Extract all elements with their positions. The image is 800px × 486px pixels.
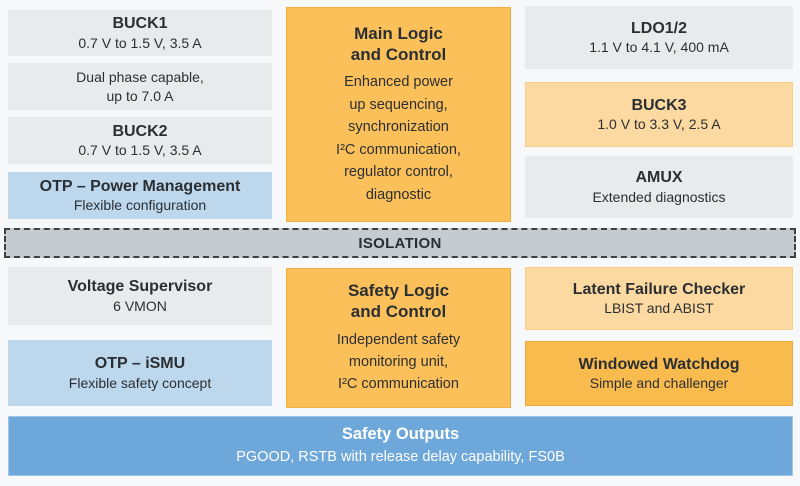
- block-voltage-supervisor: Voltage Supervisor 6 VMON: [8, 267, 272, 325]
- block-buck3-subtitle: 1.0 V to 3.3 V, 2.5 A: [597, 116, 721, 132]
- block-voltage-supervisor-title: Voltage Supervisor: [67, 278, 213, 296]
- block-otp-power-title: OTP – Power Management: [39, 177, 241, 195]
- block-main-logic-body: Enhanced power up sequencing, synchroniz…: [336, 71, 461, 206]
- isolation-bar: ISOLATION: [4, 228, 796, 258]
- block-voltage-supervisor-subtitle: 6 VMON: [113, 297, 167, 314]
- block-safety-logic-body-line2: monitoring unit,: [348, 354, 449, 371]
- block-otp-ismu: OTP – iSMU Flexible safety concept: [8, 340, 272, 406]
- block-windowed-watchdog-subtitle: Simple and challenger: [589, 375, 729, 391]
- block-amux-subtitle: Extended diagnostics: [592, 188, 726, 205]
- block-windowed-watchdog: Windowed Watchdog Simple and challenger: [525, 341, 793, 406]
- block-otp-power-management: OTP – Power Management Flexible configur…: [8, 172, 272, 219]
- block-safety-outputs-title: Safety Outputs: [341, 425, 460, 444]
- block-main-logic-body-line3: synchronization: [348, 119, 449, 136]
- block-otp-ismu-subtitle: Flexible safety concept: [68, 374, 212, 391]
- block-safety-outputs-subtitle: PGOOD, RSTB with release delay capabilit…: [236, 448, 565, 465]
- block-main-logic-body-line5: regulator control,: [344, 164, 453, 181]
- block-amux: AMUX Extended diagnostics: [525, 156, 793, 218]
- block-main-logic-title: Main Logic and Control: [351, 23, 446, 66]
- block-windowed-watchdog-title: Windowed Watchdog: [578, 355, 740, 373]
- block-dual-phase-line2: up to 7.0 A: [106, 87, 174, 104]
- block-dual-phase: Dual phase capable, up to 7.0 A: [8, 63, 272, 110]
- block-buck3: BUCK3 1.0 V to 3.3 V, 2.5 A: [525, 82, 793, 147]
- block-buck2: BUCK2 0.7 V to 1.5 V, 3.5 A: [8, 117, 272, 164]
- block-safety-outputs: Safety Outputs PGOOD, RSTB with release …: [8, 416, 793, 476]
- block-main-logic-and-control: Main Logic and Control Enhanced power up…: [286, 7, 511, 222]
- block-main-logic-body-line2: up sequencing,: [349, 96, 448, 113]
- block-main-logic-body-line1: Enhanced power: [344, 74, 453, 91]
- block-safety-logic-and-control: Safety Logic and Control Independent saf…: [286, 268, 511, 408]
- block-otp-power-subtitle: Flexible configuration: [73, 197, 207, 213]
- block-buck1-title: BUCK1: [112, 15, 168, 33]
- block-buck2-title: BUCK2: [112, 122, 168, 140]
- block-buck2-subtitle: 0.7 V to 1.5 V, 3.5 A: [78, 142, 202, 158]
- block-safety-logic-title-line1: Safety Logic: [347, 281, 450, 301]
- block-safety-logic-body: Independent safety monitoring unit, I²C …: [337, 329, 460, 396]
- block-latent-failure-subtitle: LBIST and ABIST: [604, 300, 714, 316]
- block-dual-phase-line1: Dual phase capable,: [76, 69, 204, 86]
- block-buck1: BUCK1 0.7 V to 1.5 V, 3.5 A: [8, 10, 272, 56]
- block-buck3-title: BUCK3: [631, 96, 687, 114]
- block-ldo1-2: LDO1/2 1.1 V to 4.1 V, 400 mA: [525, 6, 793, 69]
- block-latent-failure-checker: Latent Failure Checker LBIST and ABIST: [525, 267, 793, 330]
- block-amux-title: AMUX: [635, 169, 683, 187]
- block-buck1-subtitle: 0.7 V to 1.5 V, 3.5 A: [78, 34, 202, 51]
- block-main-logic-body-line4: I²C communication,: [336, 141, 461, 158]
- block-safety-logic-title: Safety Logic and Control: [348, 280, 449, 323]
- block-otp-ismu-title: OTP – iSMU: [94, 355, 186, 373]
- block-main-logic-body-line6: diagnostic: [365, 186, 432, 203]
- block-ldo1-2-subtitle: 1.1 V to 4.1 V, 400 mA: [589, 39, 729, 55]
- block-safety-logic-title-line2: and Control: [350, 302, 447, 322]
- block-safety-logic-body-line3: I²C communication: [338, 376, 459, 393]
- block-main-logic-title-line2: and Control: [350, 45, 447, 65]
- block-ldo1-2-title: LDO1/2: [630, 19, 687, 37]
- block-main-logic-title-line1: Main Logic: [354, 23, 443, 43]
- isolation-label: ISOLATION: [358, 234, 442, 252]
- block-latent-failure-title: Latent Failure Checker: [572, 280, 746, 298]
- block-safety-logic-body-line1: Independent safety: [336, 331, 461, 348]
